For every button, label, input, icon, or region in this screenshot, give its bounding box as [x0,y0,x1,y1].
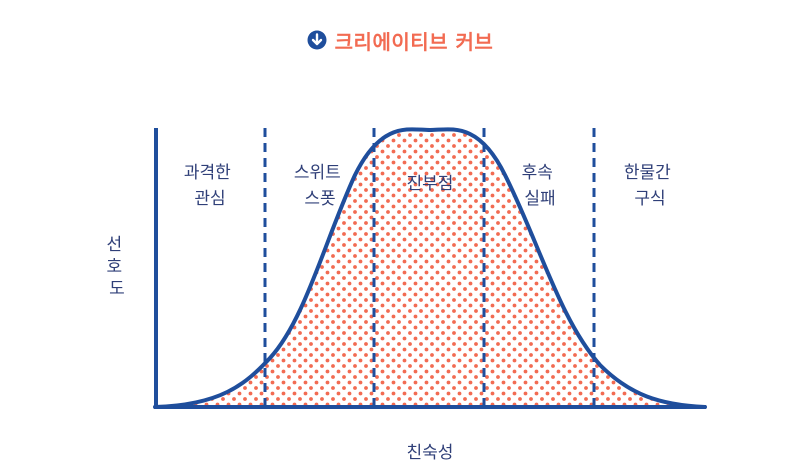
y-axis-label: 선 호 도 [106,235,127,299]
diagram-title: 크리에이티브 커브 [0,24,800,56]
curve-fill [155,129,705,408]
zone-label-outdated: 한물간 구식 [624,163,676,209]
x-axis-label: 친숙성 [407,443,454,463]
zone-label-cliche: 진부점 [407,174,454,194]
title-text: 크리에이티브 커브 [334,29,494,54]
zone-label-radical-interest: 과격한 관심 [184,163,236,209]
zone-label-follow-up-failure: 후속 실패 [522,163,559,209]
zone-label-sweet-spot: 스위트 스폿 [294,163,346,209]
down-arrow-circle-icon [307,30,327,50]
bell-curve [153,127,707,409]
